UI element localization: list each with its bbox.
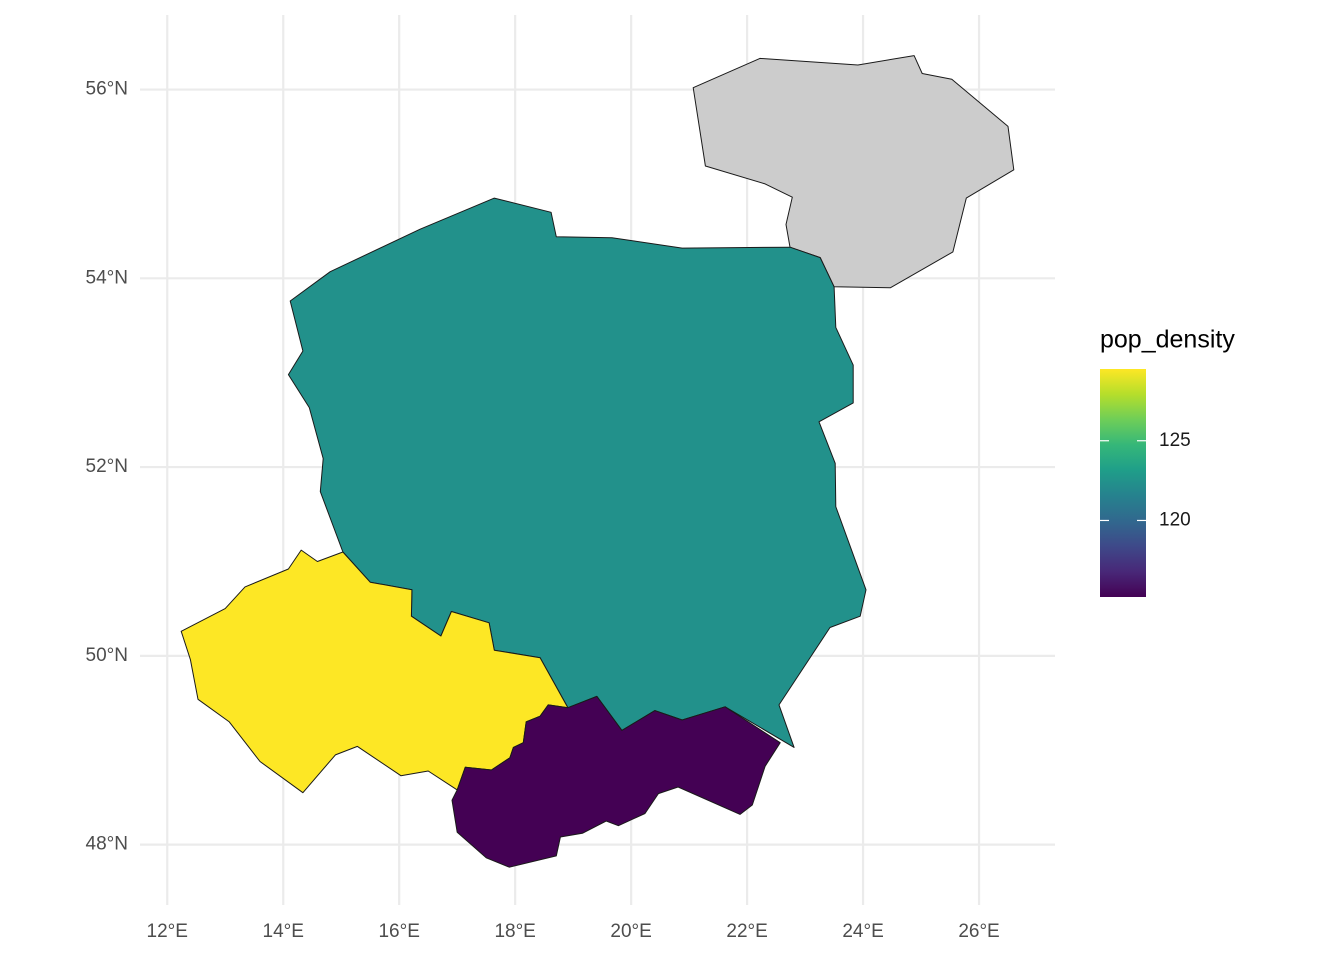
region xyxy=(692,55,1015,289)
region xyxy=(451,695,781,868)
legend-title: pop_density xyxy=(1100,326,1235,354)
legend-tick-label: 120 xyxy=(1159,509,1191,530)
legend-tick-label: 125 xyxy=(1159,430,1191,451)
y-tick-label: 54°N xyxy=(86,267,128,288)
x-tick-label: 24°E xyxy=(842,921,883,942)
y-tick-label: 52°N xyxy=(86,456,128,477)
x-tick-label: 22°E xyxy=(726,921,767,942)
x-tick-label: 20°E xyxy=(610,921,651,942)
colorbar xyxy=(1100,369,1146,597)
x-tick-label: 14°E xyxy=(263,921,304,942)
x-tick-label: 12°E xyxy=(147,921,188,942)
x-tick-label: 26°E xyxy=(958,921,999,942)
x-tick-label: 16°E xyxy=(378,921,419,942)
y-tick-label: 56°N xyxy=(86,79,128,100)
y-tick-label: 48°N xyxy=(86,834,128,855)
x-tick-label: 18°E xyxy=(494,921,535,942)
y-tick-label: 50°N xyxy=(86,645,128,666)
